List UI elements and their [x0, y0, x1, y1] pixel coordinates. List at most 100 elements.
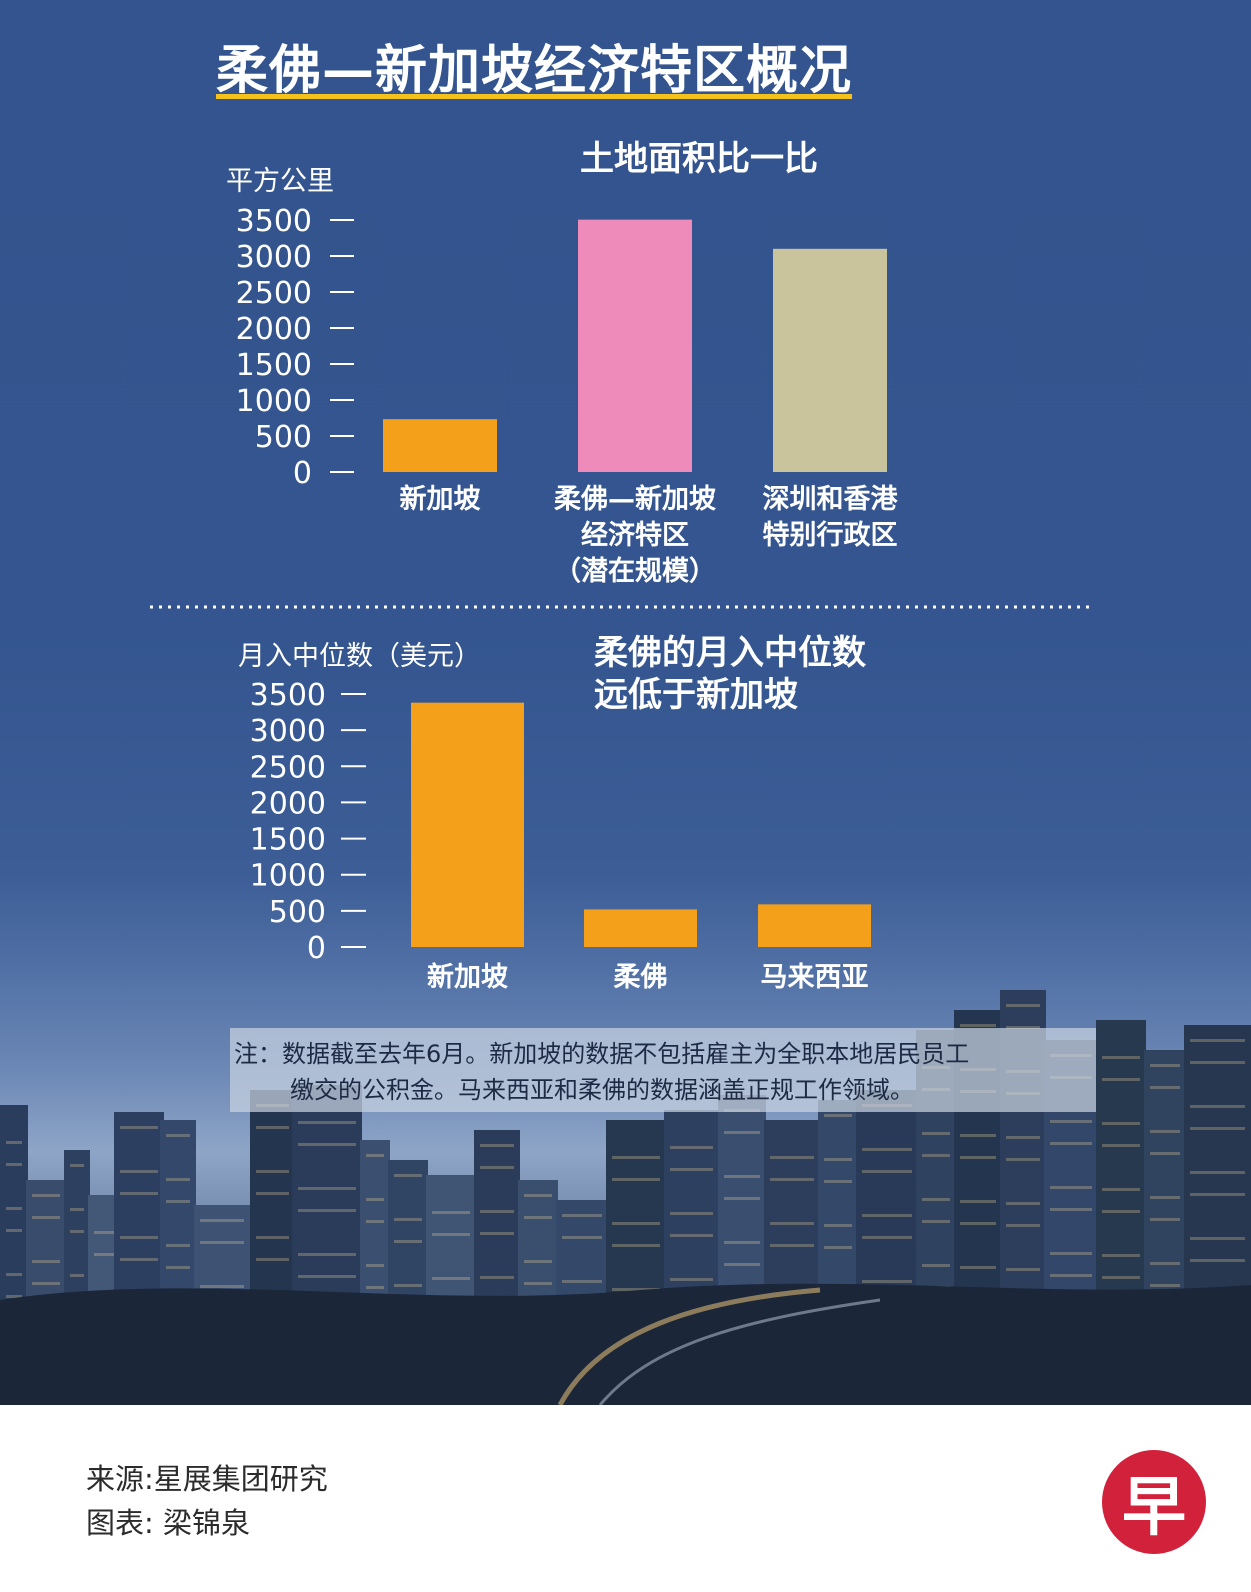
building-window-lights — [770, 1244, 814, 1247]
building-window-lights — [120, 1258, 158, 1261]
building-window-lights — [166, 1178, 190, 1181]
category-label: 马来西亚 — [761, 962, 869, 993]
building-window-lights — [922, 1198, 950, 1201]
building-window-lights — [770, 1178, 814, 1181]
building-window-lights — [524, 1216, 552, 1219]
building-window-lights — [1150, 1196, 1180, 1199]
building-window-lights — [862, 1280, 912, 1283]
y-tick-label: 2000 — [250, 786, 326, 821]
bar — [758, 904, 871, 947]
building-window-lights — [1050, 1120, 1092, 1123]
building-window-lights — [724, 1241, 760, 1244]
building-window-lights — [6, 1229, 22, 1232]
building-window-lights — [862, 1236, 912, 1239]
building-window-lights — [32, 1216, 60, 1219]
building-window-lights — [1102, 1254, 1140, 1257]
building-window-lights — [480, 1232, 514, 1235]
highway-lights — [598, 1298, 881, 1405]
building-window-lights — [824, 1180, 852, 1183]
chart-panel: 柔佛—新加坡经济特区概况 平方公里 土地面积比一比 3500 3000 2500 2000… — [0, 0, 1251, 1405]
building-window-lights — [670, 1146, 713, 1149]
building-window-lights — [70, 1230, 84, 1233]
y-tick-label: 1500 — [236, 348, 312, 383]
bar — [584, 909, 697, 947]
building-window-lights — [200, 1241, 244, 1244]
building-window-lights — [70, 1164, 84, 1167]
building-window-lights — [524, 1282, 552, 1285]
building-window-lights — [120, 1170, 158, 1173]
building-window-lights — [1006, 1136, 1040, 1139]
y-tick-label: 0 — [293, 456, 312, 491]
building-window-lights — [1050, 1252, 1092, 1255]
building-window-lights — [394, 1218, 422, 1221]
category-label: 深圳和香港 — [763, 484, 899, 515]
building-window-lights — [256, 1192, 289, 1195]
building-window-lights — [524, 1260, 552, 1263]
building-window-lights — [1050, 1142, 1092, 1145]
building-window-lights — [480, 1276, 514, 1279]
building-window-lights — [1190, 1105, 1245, 1108]
building-window-lights — [922, 1264, 950, 1267]
building-window-lights — [120, 1236, 158, 1239]
building-window-lights — [724, 1263, 760, 1266]
building-window-lights — [1050, 1186, 1092, 1189]
building-window-lights — [6, 1163, 22, 1166]
building-window-lights — [1190, 1171, 1245, 1174]
building-window-lights — [1102, 1188, 1140, 1191]
newspaper-logo-icon: 早 — [1102, 1450, 1206, 1554]
y-tick-label: 1500 — [250, 823, 326, 858]
chart-title: 柔佛的月入中位数 — [594, 633, 866, 673]
building-window-lights — [298, 1209, 356, 1212]
y-tick-label: 3000 — [250, 714, 326, 749]
note-box: 注：数据截至去年6月。新加坡的数据不包括雇主为全职本地居民员工 缴交的公积金。马… — [230, 1028, 1096, 1112]
building-window-lights — [824, 1114, 852, 1117]
building-window-lights — [960, 1134, 996, 1137]
building-window-lights — [480, 1166, 514, 1169]
page-title: 柔佛—新加坡经济特区概况 — [216, 41, 853, 101]
building-window-lights — [256, 1236, 289, 1239]
building-window-lights — [670, 1278, 713, 1281]
building-window-lights — [298, 1143, 356, 1146]
building-window-lights — [6, 1141, 22, 1144]
building-window-lights — [724, 1175, 760, 1178]
building-window-lights — [1006, 1004, 1040, 1007]
building-window-lights — [922, 1132, 950, 1135]
building-window-lights — [1006, 1224, 1040, 1227]
y-tick-label: 2500 — [236, 276, 312, 311]
building-window-lights — [1050, 1274, 1092, 1277]
building-window-lights — [394, 1174, 422, 1177]
building-window-lights — [298, 1275, 356, 1278]
building-window-lights — [770, 1222, 814, 1225]
building-window-lights — [6, 1273, 22, 1276]
city-skyline-illustration — [0, 990, 1251, 1405]
building-window-lights — [862, 1148, 912, 1151]
building-window-lights — [1102, 1122, 1140, 1125]
y-tick-label: 500 — [269, 895, 326, 930]
building-window-lights — [70, 1208, 84, 1211]
bar — [773, 248, 887, 472]
building-window-lights — [770, 1156, 814, 1159]
building-window-lights — [1190, 1061, 1245, 1064]
building-window-lights — [562, 1214, 602, 1217]
building-window-lights — [922, 1154, 950, 1157]
building-window-lights — [394, 1284, 422, 1287]
highway-lights — [557, 1287, 821, 1405]
building-window-lights — [670, 1212, 713, 1215]
building-window-lights — [1150, 1262, 1180, 1265]
title-underline — [216, 94, 852, 99]
building-window-lights — [1150, 1064, 1180, 1067]
building-window-lights — [32, 1260, 60, 1263]
building-window-lights — [32, 1194, 60, 1197]
building-window-lights — [1190, 1193, 1245, 1196]
building-window-lights — [1150, 1284, 1180, 1287]
building-window-lights — [298, 1253, 356, 1256]
y-tick-label: 1000 — [236, 384, 312, 419]
building-window-lights — [1190, 1127, 1245, 1130]
y-tick-label: 2000 — [236, 312, 312, 347]
building-window-lights — [612, 1222, 660, 1225]
building-window-lights — [922, 1220, 950, 1223]
building-window-lights — [862, 1214, 912, 1217]
building-window-lights — [562, 1236, 602, 1239]
building-window-lights — [824, 1224, 852, 1227]
credit-text: 图表: 梁锦泉 — [86, 1506, 250, 1540]
